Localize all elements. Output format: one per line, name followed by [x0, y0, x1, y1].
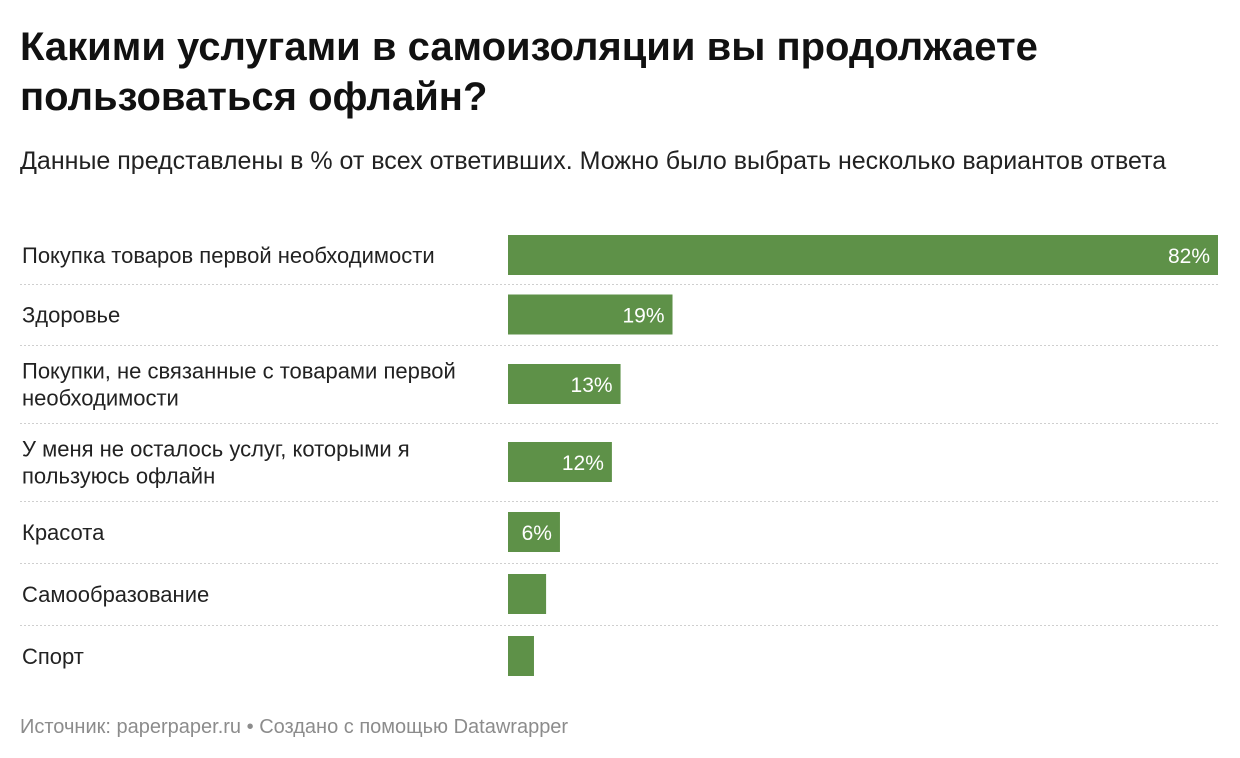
bar-chart: Покупка товаров первой необходимости 82% З… [20, 235, 1218, 676]
bar-row: Покупки, не связанные с товарами первойн… [20, 359, 1218, 424]
value-label: 13% [571, 374, 613, 397]
chart-footer: Источник: paperpaper.ru • Создано с помо… [20, 716, 568, 739]
chart-title: Какими услугами в самоизоляции вы продол… [20, 25, 1038, 119]
category-label: пользуюсь офлайн [22, 464, 215, 489]
bar-row: Красота 6% [20, 512, 1218, 564]
bar [508, 512, 560, 552]
category-label: необходимости [22, 386, 179, 411]
bar-row: Покупка товаров первой необходимости 82% [20, 235, 1218, 285]
bar [508, 574, 547, 614]
bar [508, 294, 673, 335]
value-label: 6% [522, 522, 552, 545]
bar-row: Самообразование [20, 574, 1218, 626]
created-with-link[interactable]: Создано с помощью Datawrapper [259, 716, 569, 738]
value-label: 12% [562, 452, 604, 475]
value-label: 19% [622, 305, 664, 328]
bar [508, 442, 612, 482]
bar-row: У меня не осталось услуг, которыми яполь… [20, 437, 1218, 502]
chart-subtitle: Данные представлены в % от всех ответивш… [20, 147, 1167, 175]
category-label: Спорт [22, 644, 84, 669]
source-label: Источник: [20, 716, 111, 738]
bar-row: Здоровье 19% [20, 294, 1218, 346]
bar [508, 636, 534, 676]
bar [508, 364, 621, 404]
footer-separator: • [246, 716, 254, 738]
source-link[interactable]: paperpaper.ru [116, 716, 242, 738]
bar [508, 235, 1218, 275]
category-label: Здоровье [22, 303, 120, 328]
category-label: Покупка товаров первой необходимости [22, 243, 435, 268]
category-label: Самообразование [22, 582, 209, 607]
category-label: У меня не осталось услуг, которыми я [22, 437, 410, 462]
category-label: Покупки, не связанные с товарами первой [22, 359, 456, 384]
bar-row: Спорт [22, 636, 534, 676]
category-label: Красота [22, 520, 105, 545]
value-label: 82% [1168, 245, 1210, 268]
